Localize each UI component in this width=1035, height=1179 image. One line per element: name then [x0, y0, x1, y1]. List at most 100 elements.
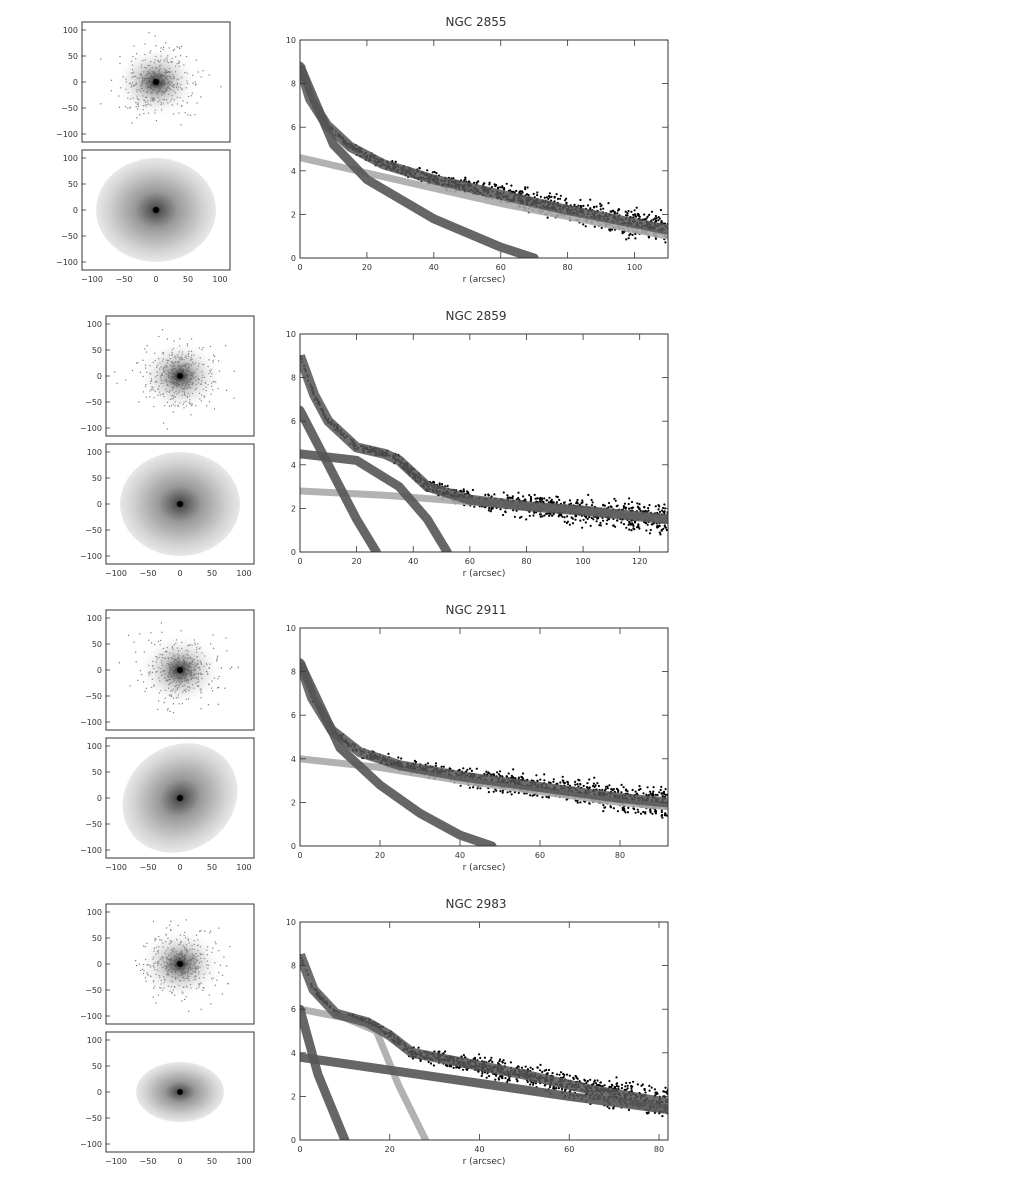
image-pixel [163, 422, 165, 424]
image-tick-label: −50 [85, 526, 102, 535]
data-point [617, 790, 620, 793]
data-point [534, 497, 537, 500]
image-pixel [179, 47, 181, 50]
image-tick-label: 0 [97, 500, 102, 509]
data-point [496, 771, 499, 774]
data-point [629, 232, 632, 235]
x-tick-label: 40 [429, 263, 439, 272]
data-point [617, 209, 620, 212]
image-pixel [135, 651, 137, 653]
image-pixel [225, 345, 227, 347]
data-point [394, 160, 397, 163]
data-point [525, 518, 528, 521]
y-tick-label: 2 [291, 798, 296, 807]
x-tick-label: 100 [627, 263, 642, 272]
image-pixel [172, 712, 175, 714]
data-point [548, 496, 551, 499]
y-tick-label: 2 [291, 210, 296, 219]
data-point [560, 513, 563, 517]
data-point [446, 484, 449, 487]
x-axis-label: r (arcsec) [463, 275, 506, 285]
data-point [433, 481, 436, 484]
y-tick-label: 0 [291, 548, 296, 557]
data-point [637, 525, 640, 529]
data-point [647, 507, 650, 510]
data-point [440, 483, 444, 486]
data-point [614, 499, 617, 502]
data-point [464, 176, 467, 179]
data-point [567, 783, 570, 786]
y-tick-label: 0 [291, 254, 296, 263]
data-point [605, 522, 608, 526]
image-pixel [166, 338, 168, 340]
data-point [571, 522, 575, 525]
image-pixel [212, 634, 214, 636]
data-point [663, 510, 666, 513]
data-point [468, 786, 471, 789]
data-point [568, 499, 572, 502]
data-point [626, 214, 629, 217]
image-pixel [100, 58, 102, 60]
data-point [435, 172, 438, 175]
image-pixel [200, 96, 202, 98]
data-point [536, 794, 539, 797]
data-point [483, 506, 487, 509]
data-point [487, 494, 490, 497]
data-point [543, 196, 546, 199]
data-point [558, 513, 561, 517]
data-point [547, 796, 550, 799]
image-pixel [194, 114, 196, 116]
data-point [616, 810, 620, 813]
data-point [658, 510, 662, 513]
data-point [655, 217, 658, 220]
data-point [488, 183, 491, 186]
data-point [652, 793, 655, 796]
data-point [547, 195, 551, 198]
data-point [588, 515, 591, 519]
data-point [588, 778, 591, 781]
data-point [526, 186, 529, 189]
image-xtick-label: 100 [236, 569, 251, 578]
data-point [577, 785, 580, 788]
image-tick-label: 0 [73, 206, 78, 215]
image-pixel [178, 46, 180, 48]
data-point [638, 503, 641, 506]
data-point [613, 497, 616, 500]
image-pixel [148, 639, 150, 641]
data-point [644, 509, 647, 512]
data-point [609, 229, 612, 232]
data-point [506, 496, 509, 499]
data-point [595, 520, 598, 523]
data-point [555, 193, 558, 196]
image-tick-label: −50 [85, 692, 102, 701]
x-tick-label: 0 [297, 263, 302, 272]
image-pixel [233, 370, 235, 372]
data-point [488, 772, 491, 775]
data-point [574, 783, 577, 786]
data-point [561, 515, 564, 518]
data-point [579, 783, 582, 786]
data-point [513, 515, 517, 518]
data-point [620, 783, 623, 787]
image-pixel [158, 335, 160, 338]
image-pixel [202, 70, 204, 72]
data-point [501, 186, 504, 189]
image-tick-label: 0 [97, 372, 102, 381]
image-pixel [129, 685, 131, 687]
data-point [587, 493, 590, 496]
image-xtick-label: 0 [177, 863, 182, 872]
x-tick-label: 0 [297, 851, 302, 860]
data-point [533, 493, 536, 496]
data-point [543, 514, 546, 517]
data-point [582, 518, 585, 521]
image-pixel [213, 647, 215, 649]
data-point [580, 502, 583, 505]
image-pixel [110, 79, 113, 81]
data-point [603, 806, 606, 809]
image-tick-label: 50 [92, 768, 102, 777]
data-point [592, 782, 596, 785]
